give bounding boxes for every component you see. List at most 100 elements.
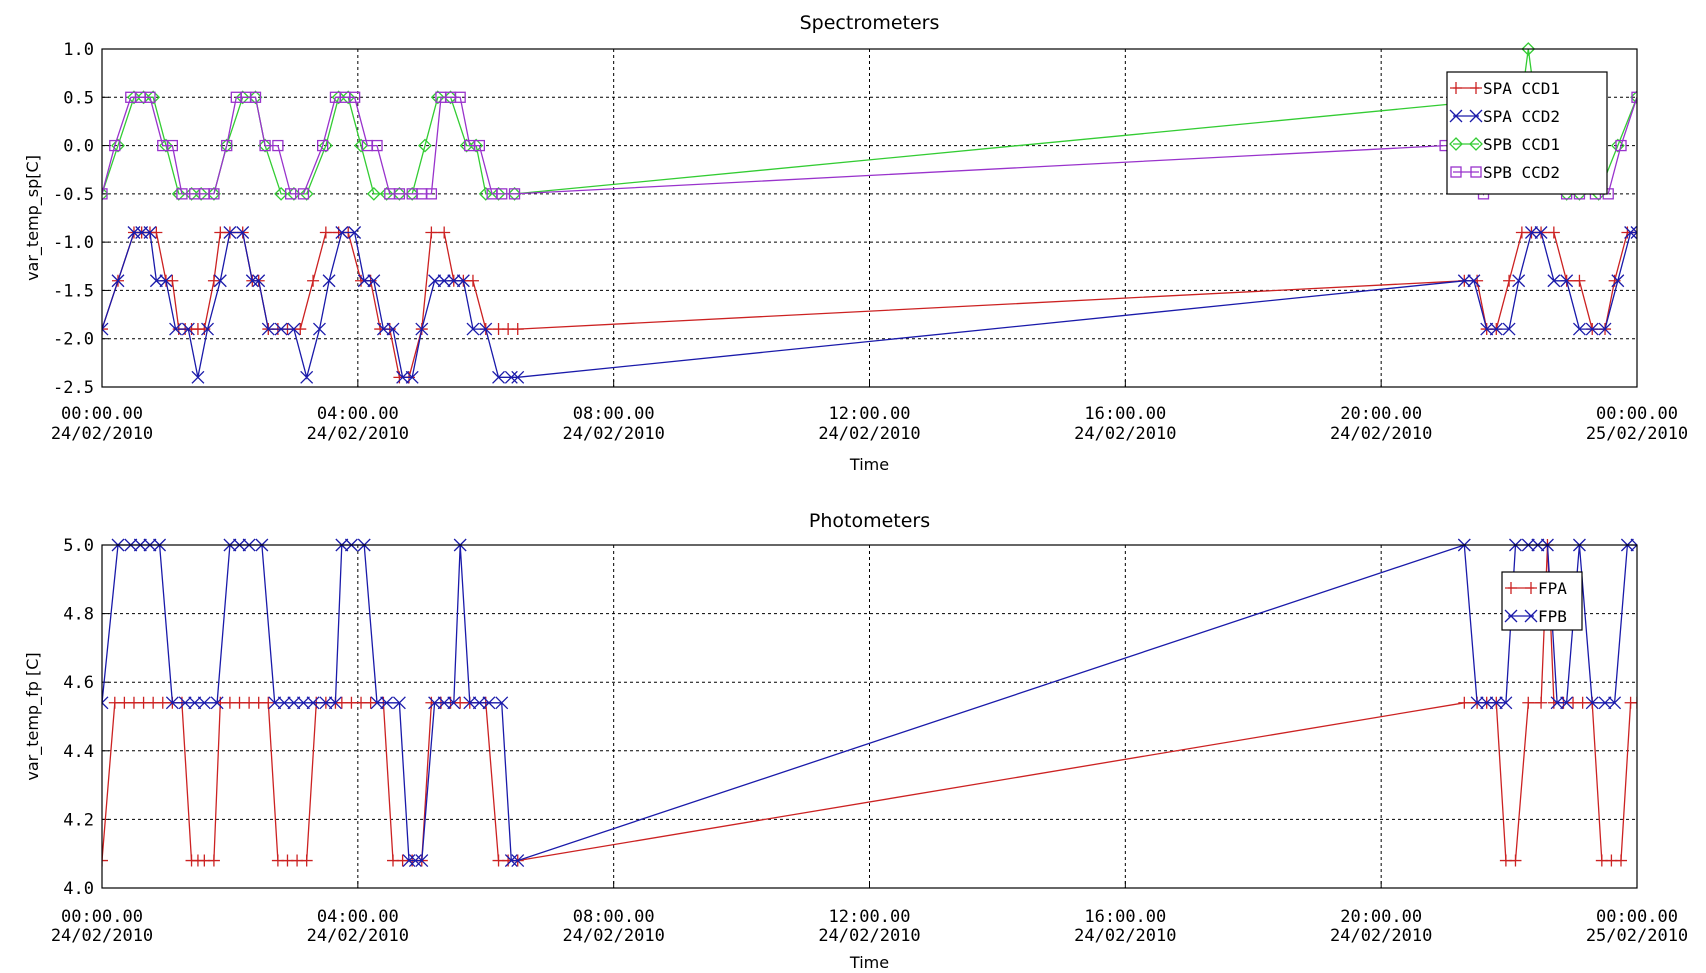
data-point — [496, 188, 508, 200]
data-point — [171, 186, 186, 201]
y-axis-label: var_temp_sp[C] — [23, 155, 43, 281]
y-tick-label: 0.5 — [63, 88, 94, 108]
data-point — [102, 854, 108, 867]
data-point — [1630, 90, 1637, 105]
data-point — [219, 138, 234, 153]
data-point — [165, 696, 179, 710]
data-point — [511, 323, 524, 336]
data-point — [1458, 696, 1471, 709]
x-tick-label: 04:00.00 — [317, 907, 399, 927]
x-tick-date-label: 24/02/2010 — [307, 424, 409, 444]
data-point — [1499, 696, 1513, 710]
data-point — [511, 854, 525, 868]
photometers-chart: Photometers00:00.0024/02/201004:00.0024/… — [23, 510, 1688, 972]
data-point — [348, 226, 362, 239]
data-point — [102, 323, 108, 336]
data-point — [456, 274, 470, 288]
data-point — [331, 90, 346, 105]
chart-title: Spectrometers — [800, 12, 940, 34]
x-axis-label: Time — [849, 455, 889, 474]
data-point — [408, 854, 422, 868]
data-point — [102, 696, 109, 710]
data-point — [348, 91, 361, 103]
data-point — [317, 139, 329, 152]
data-point — [207, 274, 220, 287]
data-point — [1521, 42, 1536, 56]
data-point — [491, 186, 506, 201]
data-point — [159, 274, 173, 288]
plot-frame — [101, 48, 1638, 388]
data-point — [357, 274, 371, 288]
x-tick-label: 00:00.00 — [61, 404, 143, 424]
data-point — [272, 139, 284, 152]
legend: SPA CCD1 SPA CCD2 SPB CCD1 SPB CCD2 — [1446, 71, 1608, 195]
data-point — [245, 274, 259, 288]
data-point — [297, 188, 310, 200]
x-tick-label: 20:00.00 — [1340, 907, 1422, 927]
data-point — [366, 186, 381, 201]
y-tick-label: 4.2 — [63, 810, 94, 830]
data-point — [379, 186, 394, 201]
data-point — [437, 696, 451, 710]
data-point — [511, 370, 525, 384]
data-point — [1631, 91, 1637, 103]
data-point — [386, 322, 400, 336]
spectrometers-chart: Spectrometers00:00.0024/02/201004:00.002… — [23, 12, 1688, 474]
data-point — [447, 274, 461, 288]
x-tick-label: 08:00.00 — [573, 404, 655, 424]
x-axis-label: Time — [849, 953, 889, 972]
data-point — [111, 138, 125, 153]
data-point — [274, 322, 288, 336]
data-point — [425, 226, 438, 239]
x-tick-label: 00:00.00 — [61, 907, 143, 927]
data-point — [463, 696, 477, 710]
x-tick-date-label: 24/02/2010 — [562, 424, 664, 444]
legend-swatch-marker — [1449, 109, 1463, 123]
x-tick-label: 16:00.00 — [1084, 907, 1166, 927]
data-point — [261, 322, 275, 336]
x-tick-date-label: 24/02/2010 — [51, 424, 153, 444]
y-tick-label: -2.5 — [53, 378, 94, 398]
legend-swatch-marker — [1449, 137, 1463, 151]
data-point — [1630, 538, 1637, 552]
y-tick-label: 4.8 — [63, 605, 94, 625]
data-point — [1467, 274, 1481, 288]
y-tick-label: 4.0 — [63, 879, 94, 899]
data-point — [1509, 854, 1522, 867]
data-point — [149, 274, 163, 288]
legend-swatch-marker — [1524, 609, 1538, 623]
data-point — [287, 696, 301, 710]
data-point — [102, 322, 109, 336]
data-point — [418, 138, 432, 153]
data-point — [335, 226, 349, 239]
data-point — [1615, 139, 1627, 152]
data-point — [111, 274, 125, 288]
x-tick-label: 16:00.00 — [1084, 404, 1166, 424]
legend-swatch-marker — [1470, 82, 1482, 94]
data-point — [208, 188, 220, 200]
data-point — [492, 370, 506, 384]
x-tick-label: 08:00.00 — [573, 907, 655, 927]
x-tick-date-label: 24/02/2010 — [307, 926, 409, 946]
data-point — [1503, 274, 1516, 287]
x-tick-date-label: 24/02/2010 — [1330, 926, 1432, 946]
data-point — [466, 274, 479, 287]
legend-swatch-marker — [1505, 582, 1517, 594]
data-point — [319, 696, 333, 710]
data-point — [482, 696, 496, 710]
data-point — [285, 188, 297, 200]
series-line — [102, 231, 1637, 380]
data-point — [1525, 226, 1538, 239]
data-point — [1480, 322, 1494, 336]
data-point — [300, 370, 314, 384]
data-point — [507, 186, 522, 201]
data-point — [1547, 274, 1561, 288]
x-tick-label: 04:00.00 — [317, 404, 399, 424]
data-point — [428, 274, 442, 288]
data-point — [405, 370, 419, 384]
data-point — [504, 370, 518, 384]
data-point — [1585, 322, 1599, 336]
data-point — [188, 696, 202, 710]
data-point — [262, 696, 275, 709]
